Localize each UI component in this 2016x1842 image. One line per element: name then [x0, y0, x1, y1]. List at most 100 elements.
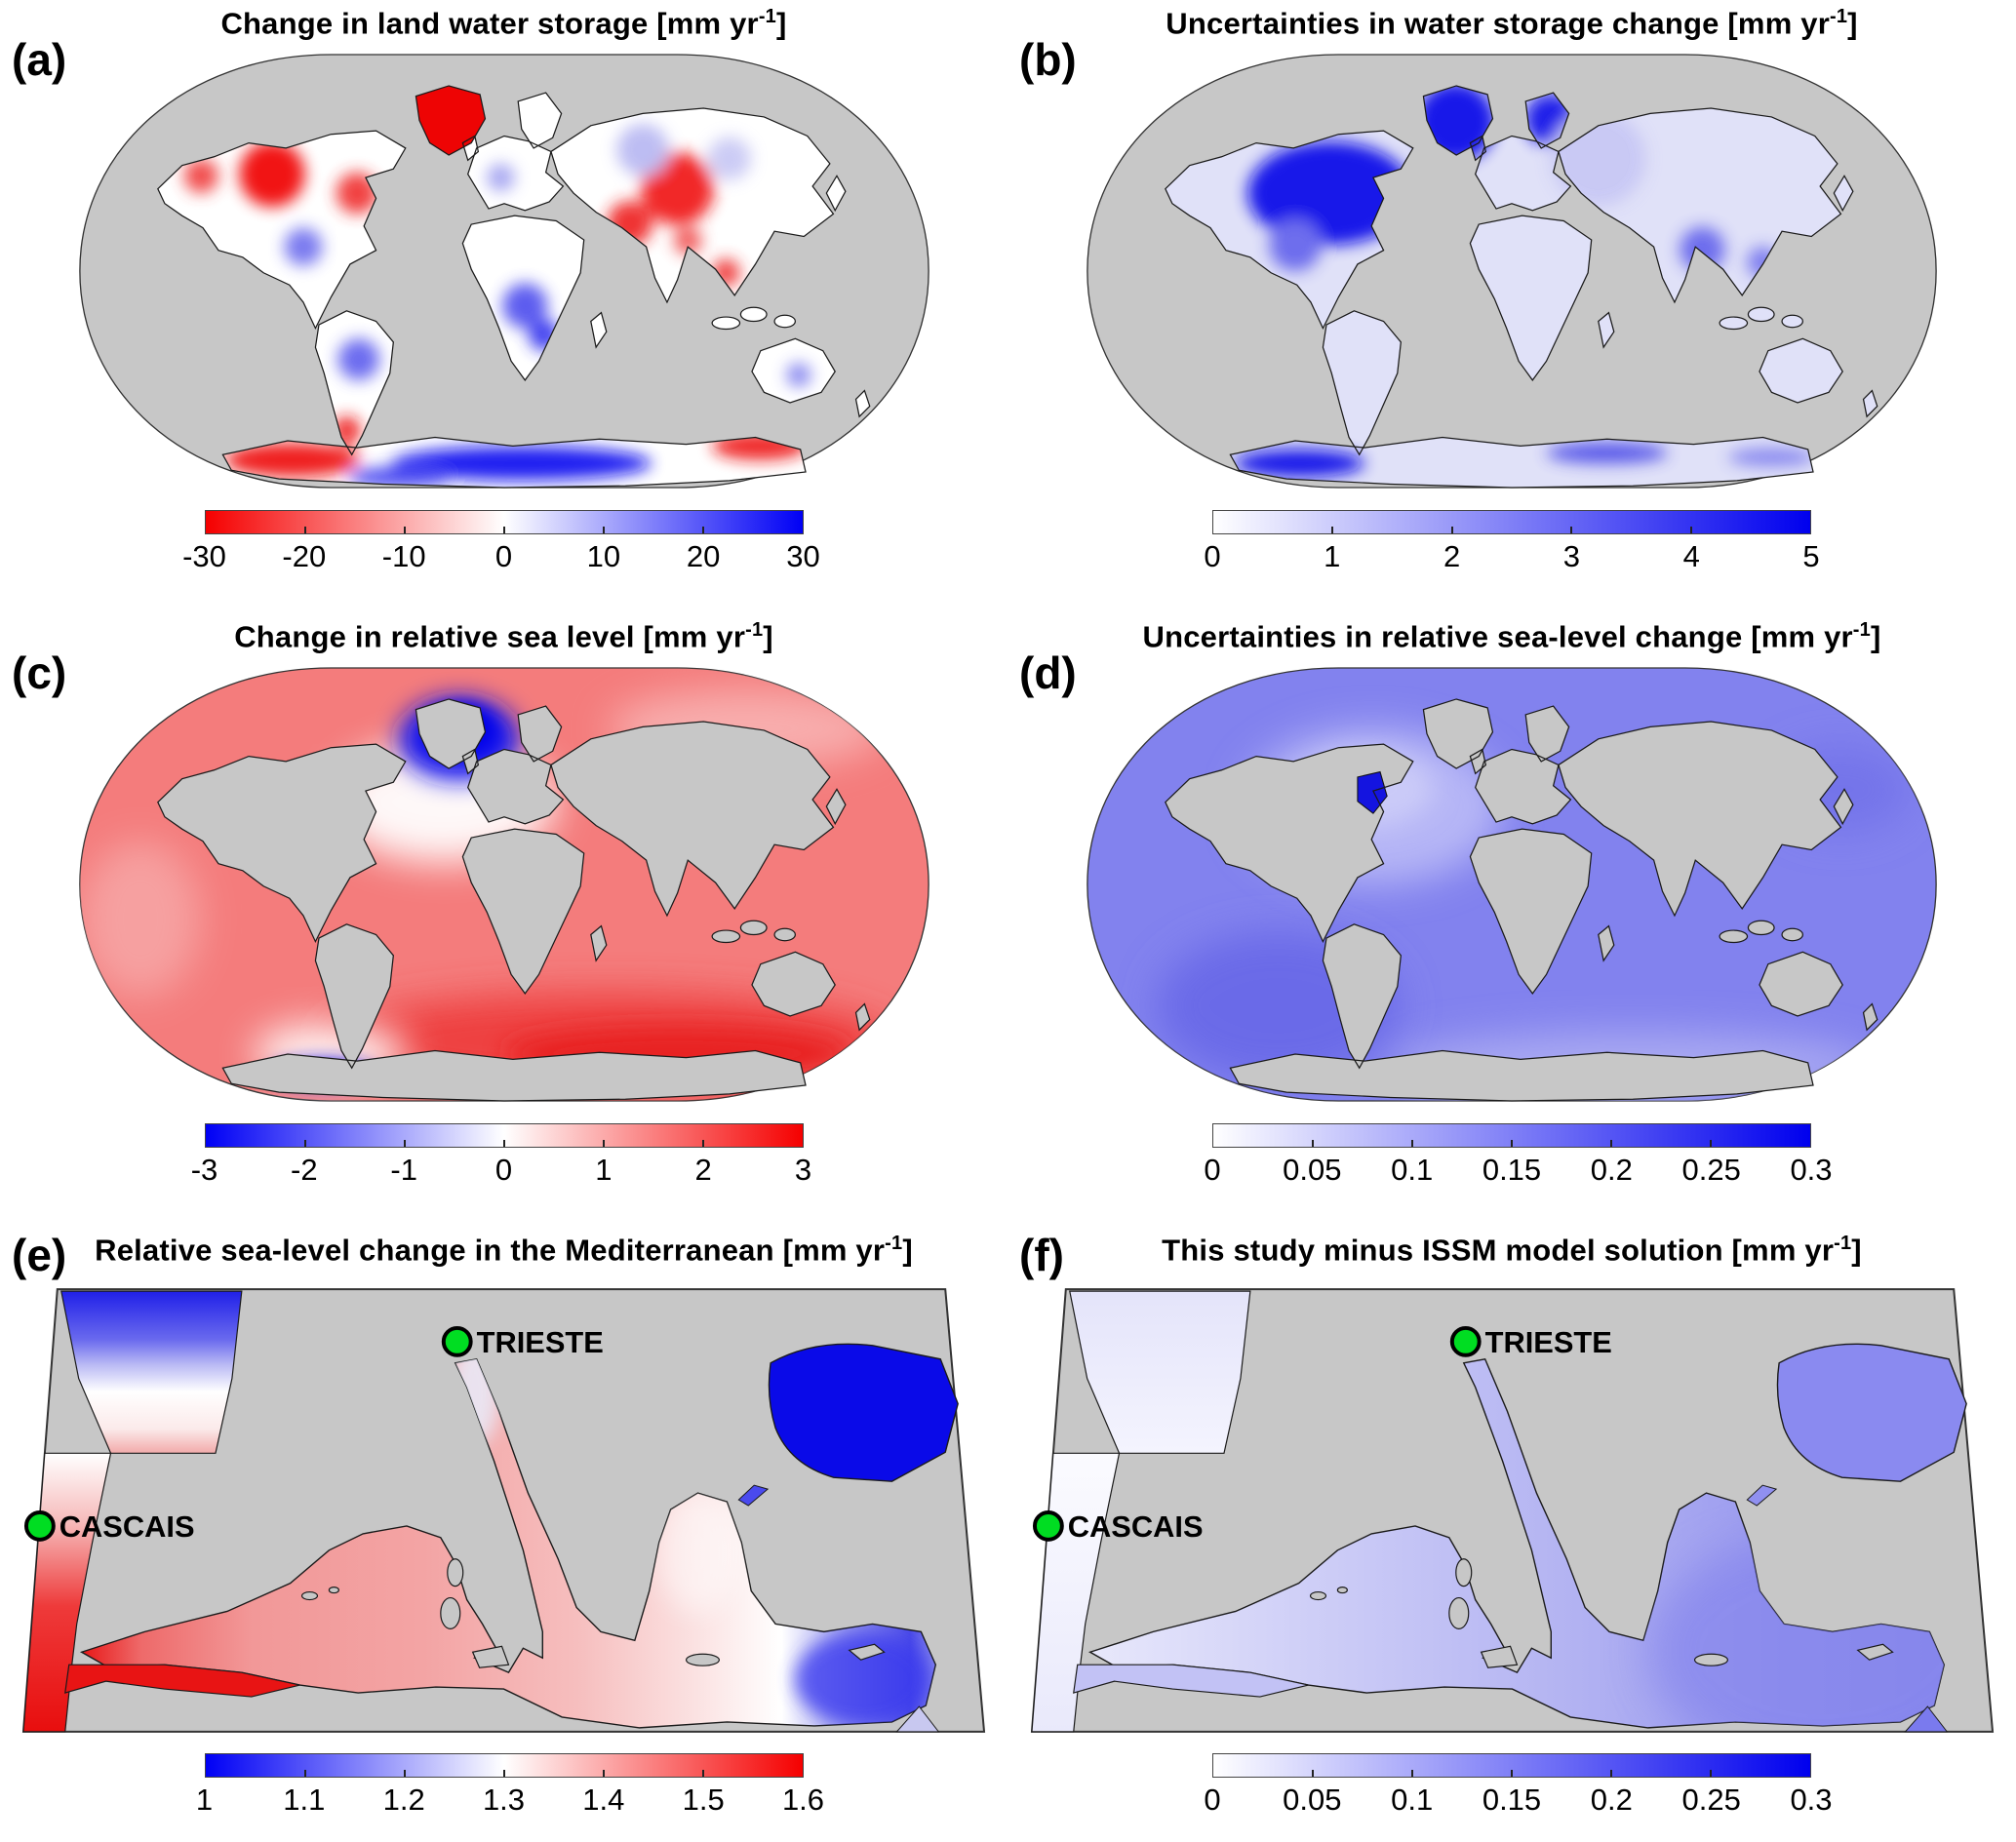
colorbar-d: 0 0.05 0.1 0.15 0.2 0.25 0.3	[1204, 1123, 1833, 1190]
colorbar-tick-label: -20	[282, 539, 327, 574]
mediterranean-map-sea-level-change: TRIESTE CASCAIS	[21, 1288, 986, 1734]
colorbar-tick-label: 3	[794, 1153, 812, 1188]
colorbar-tick-mark	[403, 1140, 406, 1148]
colorbar-a: -30 -20 -10 0 10 20 30	[182, 510, 820, 576]
colorbar-tick-labels: 1 1.1 1.2 1.3 1.4 1.5 1.6	[196, 1783, 824, 1820]
colorbar-tick-label: 0.1	[1391, 1783, 1434, 1818]
colorbar-tick-mark	[1710, 1770, 1712, 1778]
panel-letter: (d)	[1019, 647, 1077, 698]
colorbar-tick-label: 0.25	[1681, 1783, 1741, 1818]
panel-c: (c) Change in relative sea level [mm yr-…	[0, 613, 1008, 1227]
colorbar-tick-mark	[1610, 1140, 1612, 1148]
colorbar-tick-label: 0.3	[1790, 1153, 1833, 1188]
colorbar-tick-mark	[1411, 1770, 1413, 1778]
cascais-dot-icon	[1032, 1510, 1064, 1543]
colorbar-tick-mark	[1689, 527, 1692, 534]
colorbar-tick-label: 0	[1204, 1783, 1221, 1818]
colorbar-tick-mark	[1511, 1770, 1513, 1778]
colorbar-tick-label: 0.3	[1790, 1783, 1833, 1818]
colorbar-b: 0 1 2 3 4 5	[1204, 510, 1820, 576]
panel-title: Change in relative sea level [mm yr-1]	[234, 619, 773, 654]
colorbar-tick-label: 1.6	[781, 1783, 825, 1818]
colorbar-tick-label: 5	[1802, 539, 1820, 574]
colorbar-tick-label: 0.2	[1590, 1783, 1633, 1818]
panel-title: Relative sea-level change in the Mediter…	[95, 1233, 913, 1268]
colorbar-tick-label: 0.25	[1681, 1153, 1741, 1188]
colorbar-tick-label: 1	[1324, 539, 1341, 574]
colorbar-tick-mark	[1710, 1140, 1712, 1148]
colorbar-tick-label: 1	[195, 1783, 214, 1818]
colorbar-tick-mark	[1610, 1770, 1612, 1778]
colorbar-tick-label: 4	[1682, 539, 1700, 574]
colorbar-tick-label: 0.05	[1283, 1783, 1342, 1818]
colorbar-tick-label: 0	[494, 539, 513, 574]
panel-letter: (f)	[1019, 1230, 1064, 1280]
colorbar-tick-mark	[303, 527, 306, 534]
colorbar-tick-mark	[403, 527, 406, 534]
world-map-sea-level-uncertainty	[1087, 667, 1937, 1102]
panel-letter: (c)	[12, 647, 67, 698]
colorbar-tick-mark	[1511, 1140, 1513, 1148]
colorbar-gradient	[204, 510, 804, 535]
colorbar-tick-mark	[701, 1140, 704, 1148]
world-map-land-water-storage	[78, 54, 929, 489]
colorbar-tick-label: -1	[390, 1153, 417, 1188]
colorbar-gradient	[1212, 1123, 1811, 1149]
colorbar-tick-mark	[303, 1770, 306, 1778]
panel-e: (e) Relative sea-level change in the Med…	[0, 1227, 1008, 1842]
colorbar-tick-labels: 0 1 2 3 4 5	[1204, 539, 1819, 576]
colorbar-f: 0 0.05 0.1 0.15 0.2 0.25 0.3	[1204, 1753, 1833, 1820]
trieste-label: TRIESTE	[1484, 1325, 1611, 1359]
colorbar-c: -3 -2 -1 0 1 2 3	[191, 1123, 811, 1190]
cascais-label: CASCAIS	[59, 1509, 195, 1544]
colorbar-tick-mark	[403, 1770, 406, 1778]
trieste-label: TRIESTE	[477, 1325, 604, 1359]
panel-f: (f) This study minus ISSM model solution…	[1008, 1227, 2016, 1842]
colorbar-tick-mark	[602, 1140, 605, 1148]
colorbar-tick-mark	[502, 527, 505, 534]
mediterranean-map-model-difference: TRIESTE CASCAIS	[1030, 1288, 1994, 1734]
colorbar-tick-label: 0	[1204, 1153, 1221, 1188]
colorbar-tick-mark	[1450, 527, 1453, 534]
colorbar-gradient	[204, 1753, 804, 1779]
colorbar-tick-mark	[701, 527, 704, 534]
colorbar-tick-mark	[1312, 1140, 1314, 1148]
colorbar-tick-label: 0.15	[1482, 1783, 1542, 1818]
world-map-water-storage-uncertainty	[1087, 54, 1937, 489]
colorbar-tick-label: 20	[686, 539, 721, 574]
colorbar-gradient	[1212, 1753, 1811, 1779]
colorbar-tick-labels: 0 0.05 0.1 0.15 0.2 0.25 0.3	[1204, 1153, 1832, 1190]
panel-letter: (e)	[12, 1230, 67, 1280]
colorbar-tick-label: 0	[494, 1153, 513, 1188]
colorbar-tick-mark	[1411, 1140, 1413, 1148]
panel-d: (d) Uncertainties in relative sea-level …	[1008, 613, 2016, 1227]
colorbar-gradient	[204, 1123, 804, 1149]
trieste-dot-icon	[1449, 1326, 1482, 1358]
marker-trieste: TRIESTE	[1449, 1325, 1611, 1359]
colorbar-tick-label: 0	[1204, 539, 1221, 574]
colorbar-tick-mark	[1312, 1770, 1314, 1778]
panel-b: (b) Uncertainties in water storage chang…	[1008, 0, 2016, 613]
panel-a: (a) Change in land water storage [mm yr-…	[0, 0, 1008, 613]
colorbar-tick-label: 0.15	[1482, 1153, 1542, 1188]
colorbar-tick-label: 1.1	[283, 1783, 326, 1818]
panel-letter: (b)	[1019, 34, 1077, 85]
colorbar-e: 1 1.1 1.2 1.3 1.4 1.5 1.6	[196, 1753, 824, 1820]
colorbar-tick-label: 0.2	[1590, 1153, 1633, 1188]
colorbar-tick-label: 2	[694, 1153, 712, 1188]
colorbar-tick-label: -30	[182, 539, 226, 574]
colorbar-tick-label: 1.3	[482, 1783, 526, 1818]
colorbar-tick-label: -10	[381, 539, 426, 574]
colorbar-tick-label: 1.4	[582, 1783, 625, 1818]
trieste-dot-icon	[441, 1326, 473, 1358]
colorbar-tick-label: 10	[586, 539, 621, 574]
colorbar-tick-labels: -30 -20 -10 0 10 20 30	[182, 539, 820, 576]
colorbar-tick-label: 0.05	[1283, 1153, 1342, 1188]
colorbar-tick-label: 30	[786, 539, 820, 574]
colorbar-tick-mark	[303, 1140, 306, 1148]
colorbar-tick-label: 1.2	[382, 1783, 425, 1818]
panel-title: Uncertainties in water storage change [m…	[1166, 6, 1858, 41]
world-map-sea-level-change	[78, 667, 929, 1102]
cascais-label: CASCAIS	[1067, 1509, 1203, 1544]
panel-title: Uncertainties in relative sea-level chan…	[1142, 619, 1881, 654]
